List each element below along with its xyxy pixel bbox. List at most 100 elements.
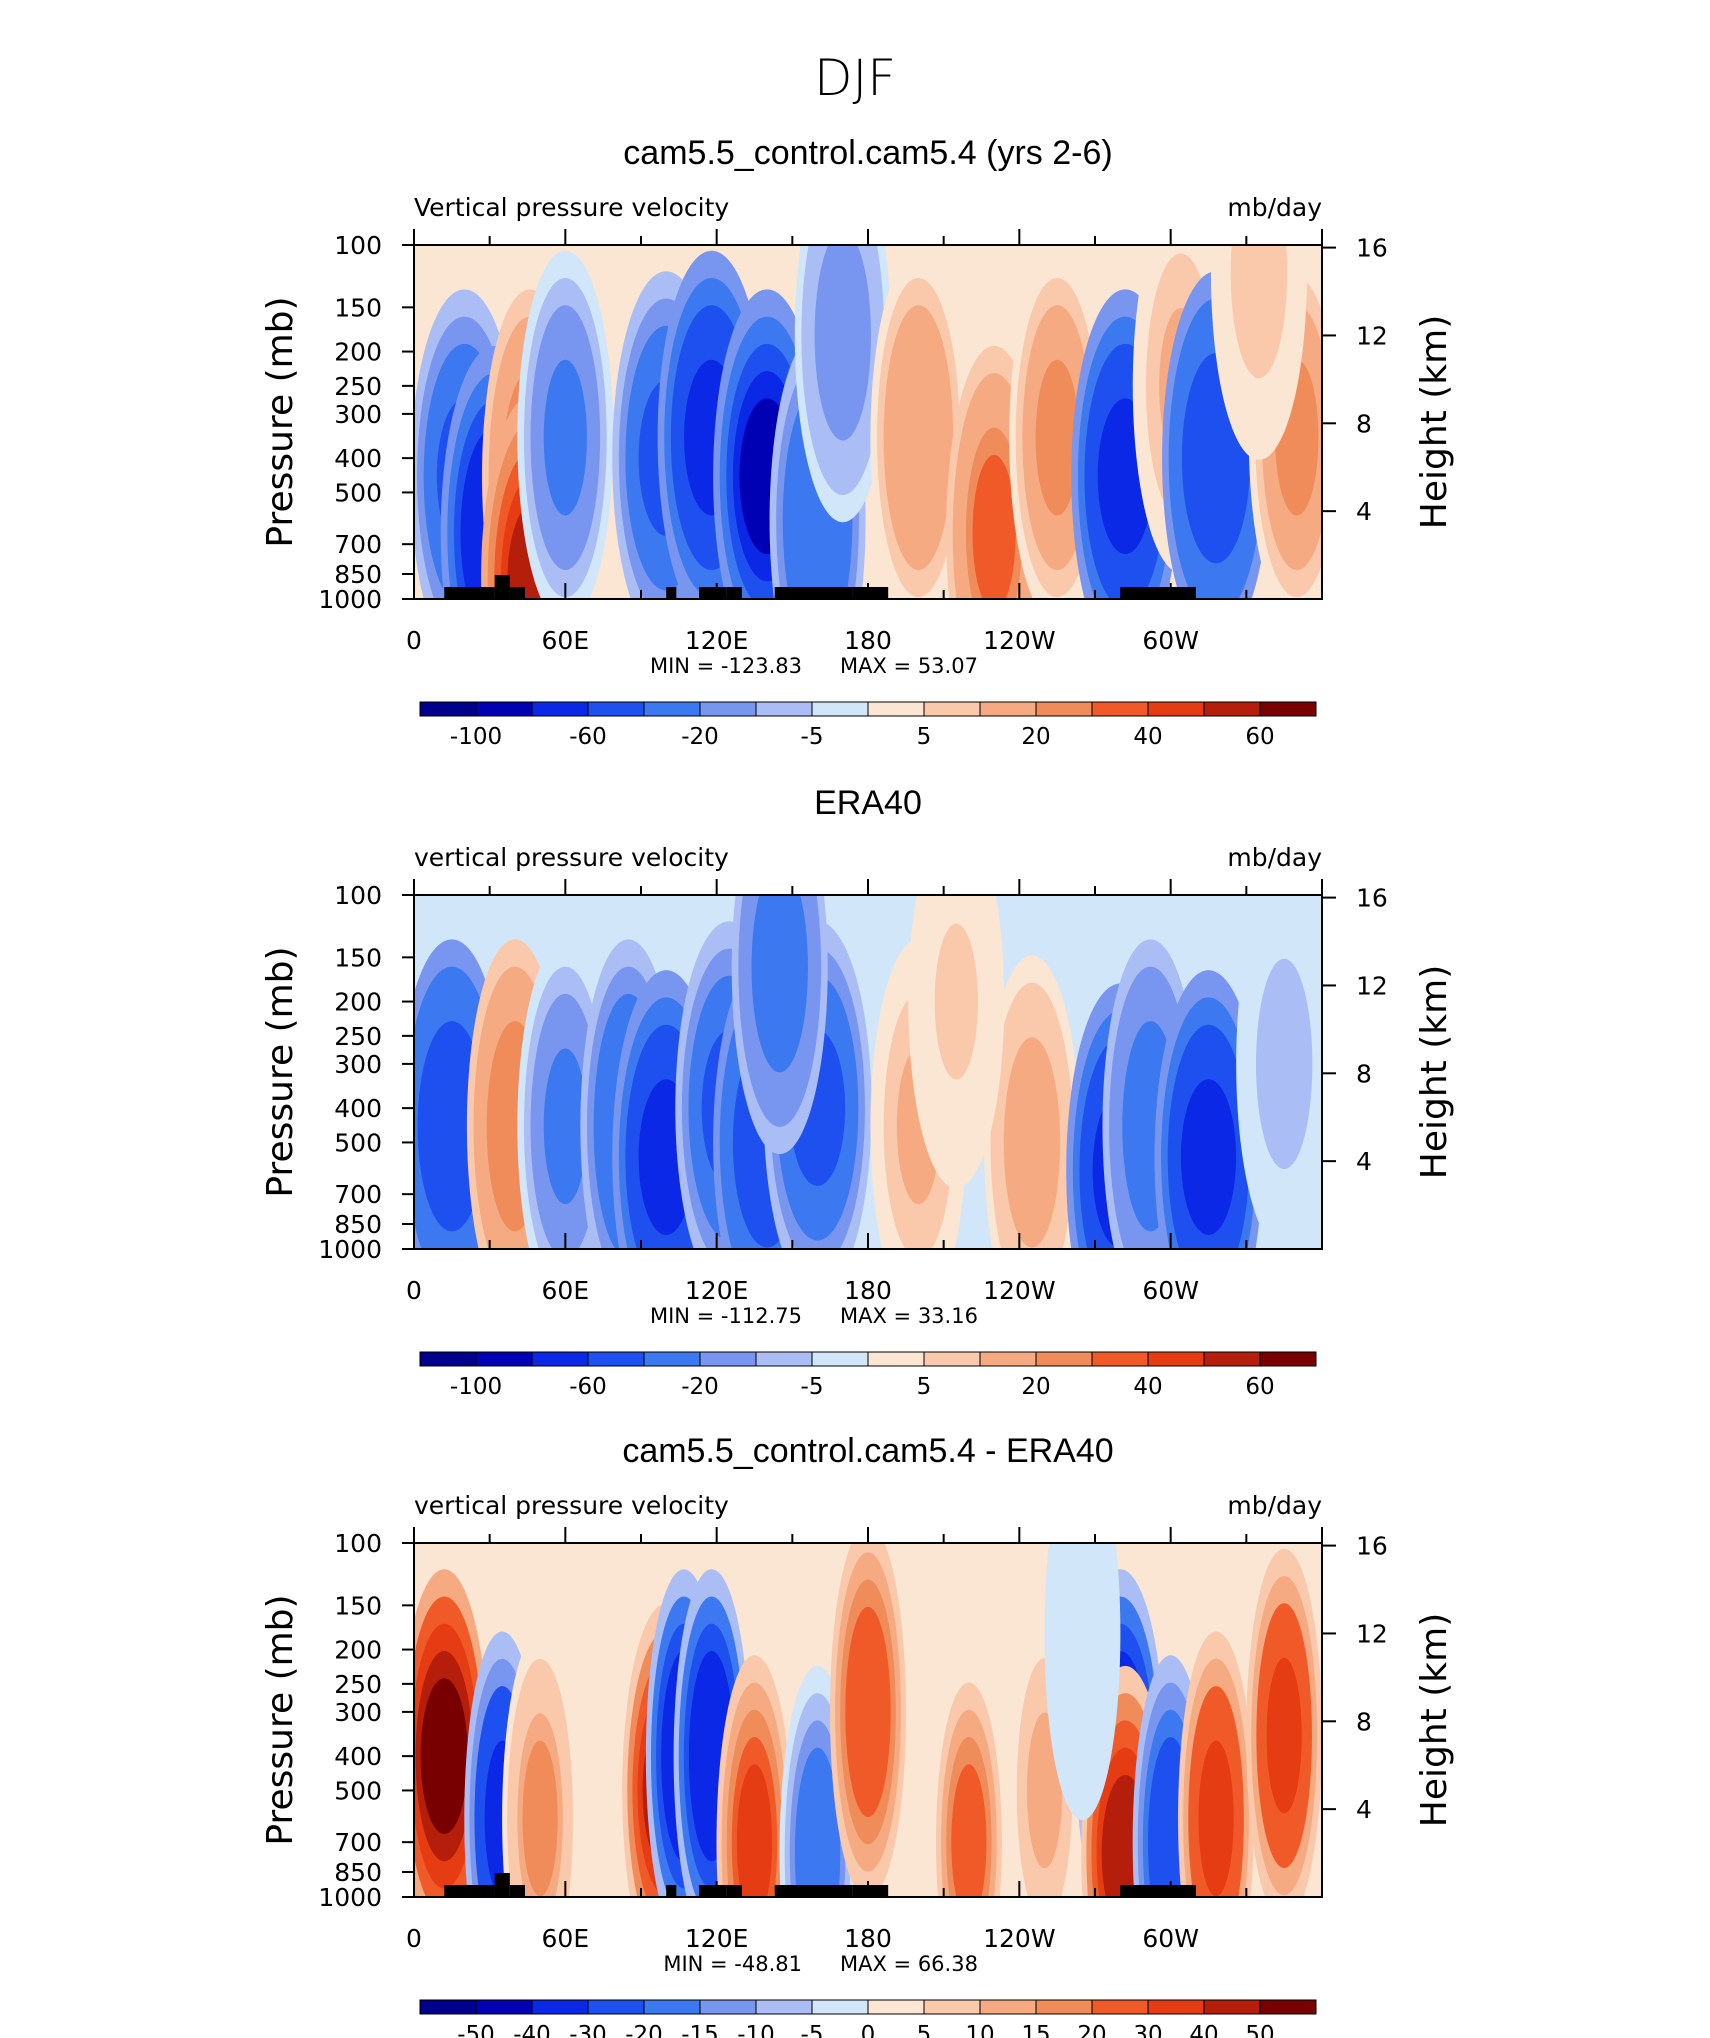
- colorbar-swatch: [531, 701, 589, 717]
- colorbar-swatch: [587, 701, 645, 717]
- x-tick-label: 0: [406, 1924, 422, 1953]
- min-label: MIN = -48.81: [663, 1952, 802, 1976]
- colorbar-swatch: [923, 1999, 981, 2015]
- colorbar: -50 -40 -30 -20 -15 -10 -5 0 5 10 15 20 30 40 50: [419, 1999, 1317, 2038]
- colorbar: -100 -60 -20 -5 5 20 40 60: [419, 1351, 1317, 1400]
- land-block-5: [699, 1885, 727, 1897]
- contour-blob-11: [1010, 1064, 1054, 1221]
- colorbar-label: -20: [681, 724, 719, 750]
- x-tick-label: 180: [844, 1276, 892, 1305]
- colorbar-swatch: [1147, 1351, 1205, 1367]
- contour-blob-12: [972, 454, 1016, 599]
- land-block-9: [1120, 587, 1196, 599]
- y-tick-label: 500: [334, 1128, 382, 1157]
- colorbar-label: 50: [1245, 2022, 1274, 2038]
- y-tick-label: 300: [334, 1050, 382, 1079]
- variable-label: Vertical pressure velocity: [414, 193, 729, 222]
- colorbar-swatch: [755, 701, 813, 717]
- colorbar-swatch: [419, 1351, 477, 1367]
- right-tick-label: 4: [1356, 1795, 1372, 1824]
- y-tick-label: 850: [334, 1858, 382, 1887]
- colorbar-swatch: [643, 701, 701, 717]
- y-tick-label: 100: [334, 1529, 382, 1558]
- colorbar-swatch: [867, 701, 925, 717]
- max-label: MAX = 33.16: [840, 1304, 978, 1328]
- colorbar-swatch: [755, 1999, 813, 2015]
- y-tick-label: 400: [334, 1094, 382, 1123]
- y-tick-label: 250: [334, 372, 382, 401]
- y-axis-label-right: Height (km): [1414, 315, 1455, 529]
- y-tick-label: 200: [334, 338, 382, 367]
- y-tick-label: 300: [334, 1698, 382, 1727]
- colorbar: -100 -60 -20 -5 5 20 40 60: [419, 701, 1317, 750]
- units-label: mb/day: [1227, 193, 1322, 222]
- colorbar-label: 0: [861, 2022, 876, 2038]
- x-tick-label: 60W: [1142, 1924, 1199, 1953]
- y-axis-label: Pressure (mb): [260, 1594, 301, 1845]
- colorbar-swatch: [1259, 1999, 1317, 2015]
- x-tick-label: 60E: [542, 1276, 590, 1305]
- colorbar-swatch: [643, 1999, 701, 2015]
- x-tick-label: 120E: [685, 1276, 749, 1305]
- colorbar-label: 60: [1245, 724, 1274, 750]
- land-block-8: [852, 587, 889, 599]
- contour-blob-1: [424, 1048, 480, 1205]
- y-tick-label: 250: [334, 1670, 382, 1699]
- right-tick-label: 4: [1356, 1147, 1372, 1176]
- colorbar-label: -20: [625, 2022, 663, 2038]
- y-axis-label: Pressure (mb): [260, 296, 301, 547]
- colorbar-label: 30: [1133, 2022, 1162, 2038]
- contour-blob-13: [1035, 359, 1079, 516]
- right-tick-label: 8: [1356, 1059, 1372, 1088]
- x-tick-label: 60W: [1142, 626, 1199, 655]
- figure-title: DJF: [814, 49, 896, 107]
- colorbar-label: 5: [917, 724, 932, 750]
- colorbar-swatch: [587, 1351, 645, 1367]
- y-tick-label: 700: [334, 1828, 382, 1857]
- colorbar-label: -60: [569, 1374, 607, 1400]
- colorbar-swatch: [531, 1351, 589, 1367]
- colorbar-swatch: [867, 1351, 925, 1367]
- y-tick-label: 150: [334, 1591, 382, 1620]
- x-tick-label: 0: [406, 1276, 422, 1305]
- colorbar-swatch: [979, 701, 1037, 717]
- colorbar-swatch: [419, 701, 477, 717]
- y-tick-label: 400: [334, 1742, 382, 1771]
- contour-blob-10: [821, 257, 865, 414]
- colorbar-swatch: [699, 701, 757, 717]
- colorbar-swatch: [811, 1351, 869, 1367]
- x-tick-label: 60W: [1142, 1276, 1199, 1305]
- colorbar-label: -5: [801, 1374, 824, 1400]
- colorbar-label: -100: [450, 1374, 502, 1400]
- min-label: MIN = -112.75: [650, 1304, 802, 1328]
- contour-blob-8: [799, 1774, 836, 1897]
- colorbar-swatch: [755, 1351, 813, 1367]
- colorbar-label: 40: [1133, 1374, 1162, 1400]
- y-axis-label-right: Height (km): [1414, 965, 1455, 1179]
- colorbar-swatch: [1259, 701, 1317, 717]
- y-tick-label: 100: [334, 231, 382, 260]
- right-tick-label: 12: [1356, 1619, 1388, 1648]
- contour-blob-15: [1198, 1740, 1234, 1897]
- x-tick-label: 120W: [983, 1924, 1055, 1953]
- land-block-4: [666, 1885, 677, 1897]
- land-block-4: [666, 587, 677, 599]
- land-block-8: [852, 1885, 889, 1897]
- contour-blob-9: [850, 1634, 886, 1790]
- variable-label: vertical pressure velocity: [414, 843, 729, 872]
- right-tick-label: 8: [1356, 1707, 1372, 1736]
- colorbar-swatch: [419, 1999, 477, 2015]
- chart-panel-3: cam5.5_control.cam5.4 - ERA40 vertical pr…: [260, 1432, 1455, 2038]
- min-label: MIN = -123.83: [650, 654, 802, 678]
- units-label: mb/day: [1227, 843, 1322, 872]
- x-tick-label: 120E: [685, 1924, 749, 1953]
- colorbar-label: 5: [917, 2022, 932, 2038]
- contour-blob-18: [1237, 245, 1281, 351]
- right-tick-label: 4: [1356, 497, 1372, 526]
- contour-blob-3: [522, 1740, 558, 1897]
- y-tick-label: 700: [334, 1180, 382, 1209]
- y-axis-label: Pressure (mb): [260, 946, 301, 1197]
- colorbar-label: -15: [681, 2022, 719, 2038]
- colorbar-swatch: [1091, 1351, 1149, 1367]
- y-tick-label: 1000: [318, 1235, 382, 1264]
